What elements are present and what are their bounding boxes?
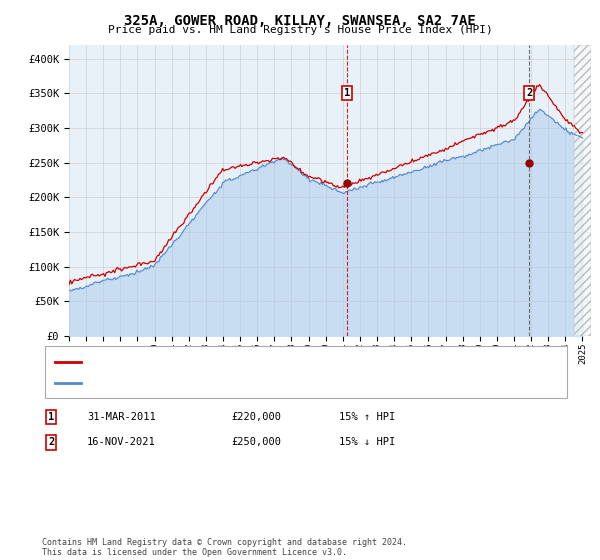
Text: £250,000: £250,000 [231, 437, 281, 447]
Text: 16-NOV-2021: 16-NOV-2021 [87, 437, 156, 447]
Text: 325A, GOWER ROAD, KILLAY, SWANSEA, SA2 7AE (detached house): 325A, GOWER ROAD, KILLAY, SWANSEA, SA2 7… [85, 357, 454, 367]
Text: £220,000: £220,000 [231, 412, 281, 422]
Text: 31-MAR-2011: 31-MAR-2011 [87, 412, 156, 422]
Text: HPI: Average price, detached house, Swansea: HPI: Average price, detached house, Swan… [85, 379, 354, 388]
Text: 1: 1 [48, 412, 54, 422]
Text: 2: 2 [48, 437, 54, 447]
Text: Price paid vs. HM Land Registry's House Price Index (HPI): Price paid vs. HM Land Registry's House … [107, 25, 493, 35]
Text: 1: 1 [344, 88, 350, 99]
Text: 15% ↓ HPI: 15% ↓ HPI [339, 437, 395, 447]
Text: Contains HM Land Registry data © Crown copyright and database right 2024.
This d: Contains HM Land Registry data © Crown c… [42, 538, 407, 557]
Text: 325A, GOWER ROAD, KILLAY, SWANSEA, SA2 7AE: 325A, GOWER ROAD, KILLAY, SWANSEA, SA2 7… [124, 14, 476, 28]
Text: 15% ↑ HPI: 15% ↑ HPI [339, 412, 395, 422]
Text: 2: 2 [526, 88, 532, 99]
